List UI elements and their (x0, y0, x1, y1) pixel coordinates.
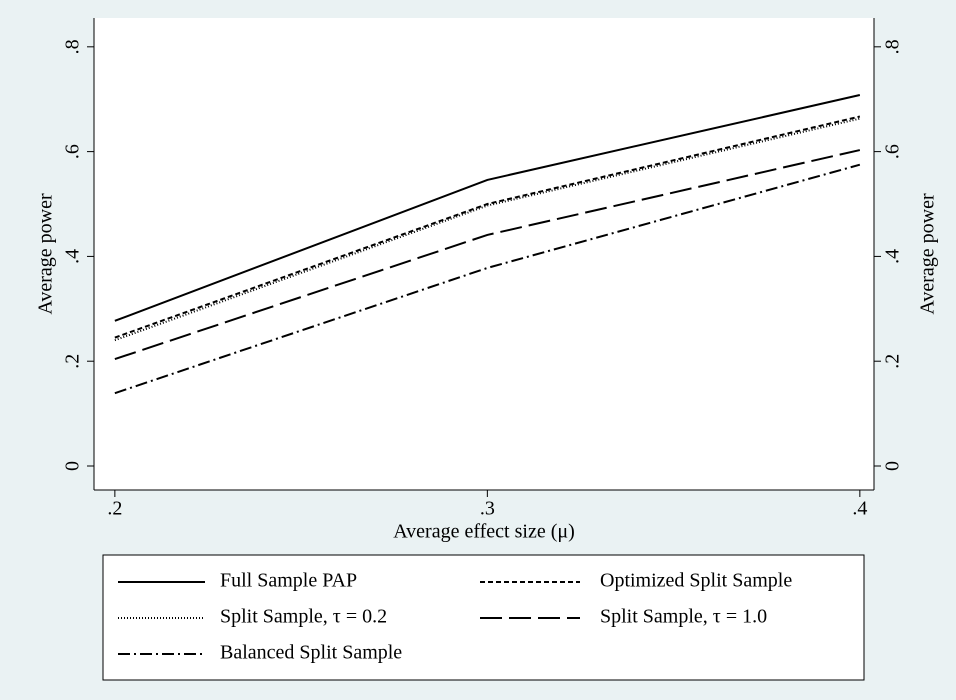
y2-tick-label: .6 (882, 144, 904, 159)
series-line (114, 117, 861, 342)
y-tick-label: .2 (62, 354, 84, 369)
y2-tick-label: .4 (882, 249, 904, 264)
y2-tick-label: .8 (882, 39, 904, 54)
plot-area (94, 18, 874, 490)
legend-label: Balanced Split Sample (220, 642, 402, 664)
legend-label: Optimized Split Sample (600, 570, 792, 592)
x-tick-label: .3 (480, 498, 495, 520)
y-axis-label: Average power (35, 193, 57, 315)
x-tick-label: .2 (107, 498, 122, 520)
y-tick-label: 0 (62, 461, 84, 471)
x-axis-label: Average effect size (μ) (393, 521, 575, 543)
series-line (114, 115, 861, 339)
y-tick-label: .8 (62, 39, 84, 54)
x-tick-label: .4 (852, 498, 867, 520)
series-line (114, 94, 861, 322)
series-line (114, 149, 861, 361)
legend-label: Split Sample, τ = 1.0 (600, 606, 767, 628)
y2-tick-label: .2 (882, 354, 904, 369)
y2-tick-label: 0 (882, 461, 904, 471)
legend-label: Full Sample PAP (220, 570, 357, 592)
y-tick-label: .4 (62, 249, 84, 264)
y2-axis-label: Average power (917, 193, 939, 315)
legend-label: Split Sample, τ = 0.2 (220, 606, 387, 628)
y-tick-label: .6 (62, 144, 84, 159)
